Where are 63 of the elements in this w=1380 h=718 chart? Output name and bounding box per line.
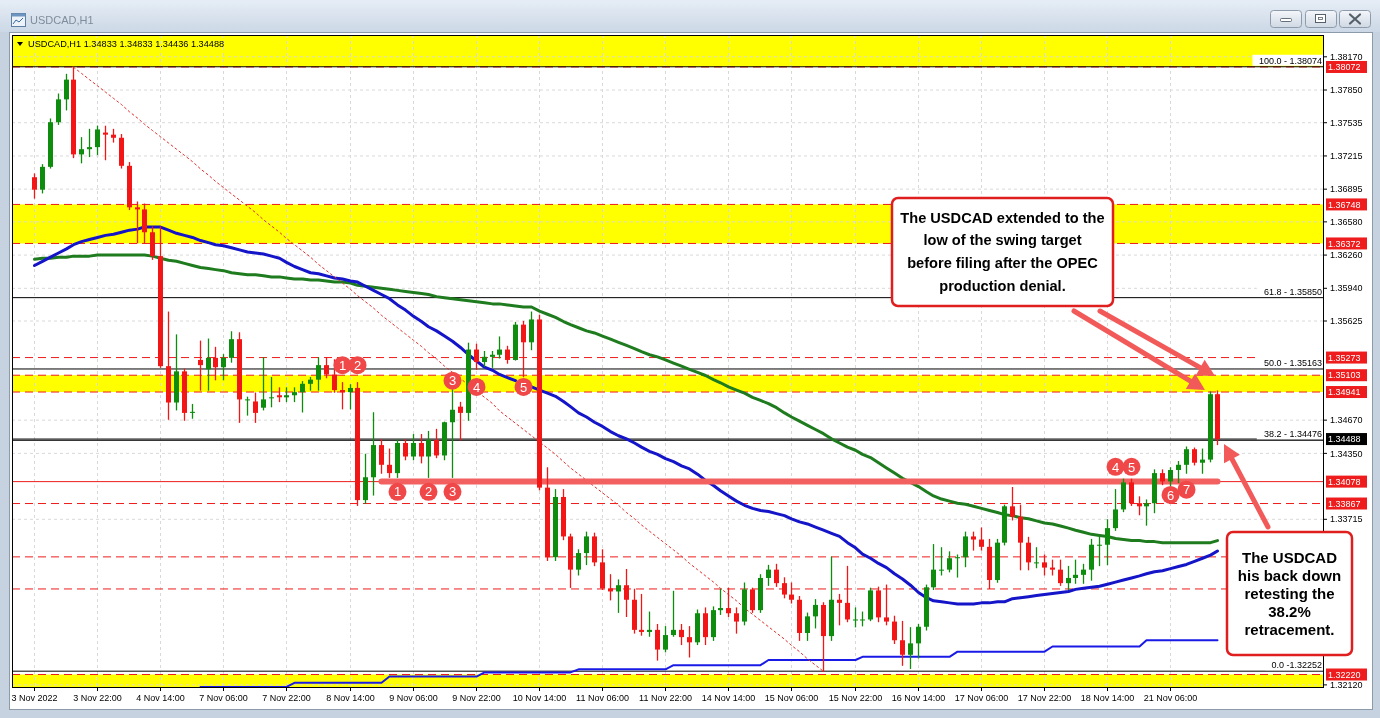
y-tick-label: 1.37850 <box>1330 85 1363 96</box>
x-tick-label: 9 Nov 06:00 <box>389 693 438 703</box>
x-tick-label: 3 Nov 22:00 <box>73 693 122 703</box>
ref-line-label: 1.38072 <box>1328 62 1361 73</box>
annotation: 38.2 - 1.34476 <box>1263 429 1322 440</box>
series-label: 5 <box>519 379 528 395</box>
chart-subtitle: USDCAD,H1 1.34833 1.34833 1.34436 1.34488 <box>28 39 225 49</box>
y-tick-label: 1.36580 <box>1330 217 1363 228</box>
annotation: 50.0 - 1.35163 <box>1263 357 1322 368</box>
x-tick-label: 17 Nov 22:00 <box>1017 693 1072 703</box>
x-tick-label: 9 Nov 22:00 <box>452 693 501 703</box>
series-label: 3 <box>448 484 457 500</box>
y-tick-label: 1.35625 <box>1330 316 1363 327</box>
y-tick-label: 1.37215 <box>1330 151 1363 162</box>
y-tick-label: 1.33715 <box>1330 514 1363 525</box>
text: 2 <box>424 484 433 500</box>
x-tick-label: 10 Nov 14:00 <box>512 693 567 703</box>
y-tick-label: 1.34670 <box>1330 415 1363 426</box>
x-tick-label: 7 Nov 22:00 <box>262 693 311 703</box>
annotation: 0.0 -1.32252 <box>1271 660 1322 671</box>
text: The USDCAD his back down retesting the 38.2% retracement. <box>1227 532 1352 655</box>
x-tick-label: 17 Nov 06:00 <box>954 693 1009 703</box>
ref-line-label: 1.35273 <box>1328 352 1361 363</box>
text: 1 <box>393 484 402 500</box>
y-tick-label: 1.38170 <box>1330 51 1363 62</box>
ref-line-label: 1.36748 <box>1328 199 1361 210</box>
ref-line-label: 1.33867 <box>1328 498 1361 509</box>
x-tick-label: 21 Nov 06:00 <box>1143 693 1198 703</box>
ref-line-label: 1.34078 <box>1328 476 1361 487</box>
y-tick-label: 1.36260 <box>1330 250 1363 261</box>
series-label: 3 <box>448 373 457 389</box>
ref-line-label: 1.34488 <box>1328 434 1361 445</box>
x-tick-label: 7 Nov 06:00 <box>199 693 248 703</box>
x-tick-label: 11 Nov 06:00 <box>576 693 629 703</box>
y-tick-label: 1.34350 <box>1330 448 1363 459</box>
chart-title: USDCAD,H1 <box>30 14 94 26</box>
x-tick-label: 8 Nov 14:00 <box>326 693 375 703</box>
x-tick-label: 3 Nov 2022 <box>11 693 58 703</box>
ref-line-label: 1.32220 <box>1328 669 1361 680</box>
annotation: 61.8 - 1.35850 <box>1263 286 1322 297</box>
text: 4 <box>1111 459 1120 475</box>
series-label: 4 <box>472 379 481 395</box>
series-label: 2 <box>353 357 362 373</box>
ref-line-label: 1.34941 <box>1328 387 1361 398</box>
ref-line-label: 1.35103 <box>1328 370 1361 381</box>
y-tick-label: 1.36895 <box>1330 184 1363 195</box>
x-tick-label: 14 Nov 14:00 <box>701 693 756 703</box>
x-tick-label: 15 Nov 22:00 <box>828 693 883 703</box>
y-tick-label: 1.32120 <box>1330 680 1363 691</box>
y-tick-label: 1.37535 <box>1330 117 1363 128</box>
annotation: The USDCAD extended to the low of the swing target before filing after the OPEC production denial. <box>892 198 1113 306</box>
x-tick-label: 16 Nov 14:00 <box>891 693 946 703</box>
x-tick-label: 11 Nov 22:00 <box>639 693 692 703</box>
x-tick-label: 18 Nov 14:00 <box>1080 693 1135 703</box>
series-label: 6 <box>1166 487 1175 503</box>
y-tick-label: 1.35940 <box>1330 283 1363 294</box>
x-tick-label: 4 Nov 14:00 <box>136 693 185 703</box>
x-tick-label: 15 Nov 06:00 <box>764 693 819 703</box>
ref-line-label: 1.36372 <box>1328 238 1361 249</box>
series-label: 1 <box>338 357 347 373</box>
text: 5 <box>1127 459 1136 475</box>
series-label: 7 <box>1182 482 1191 498</box>
annotation: 100.0 - 1.38074 <box>1258 55 1322 66</box>
